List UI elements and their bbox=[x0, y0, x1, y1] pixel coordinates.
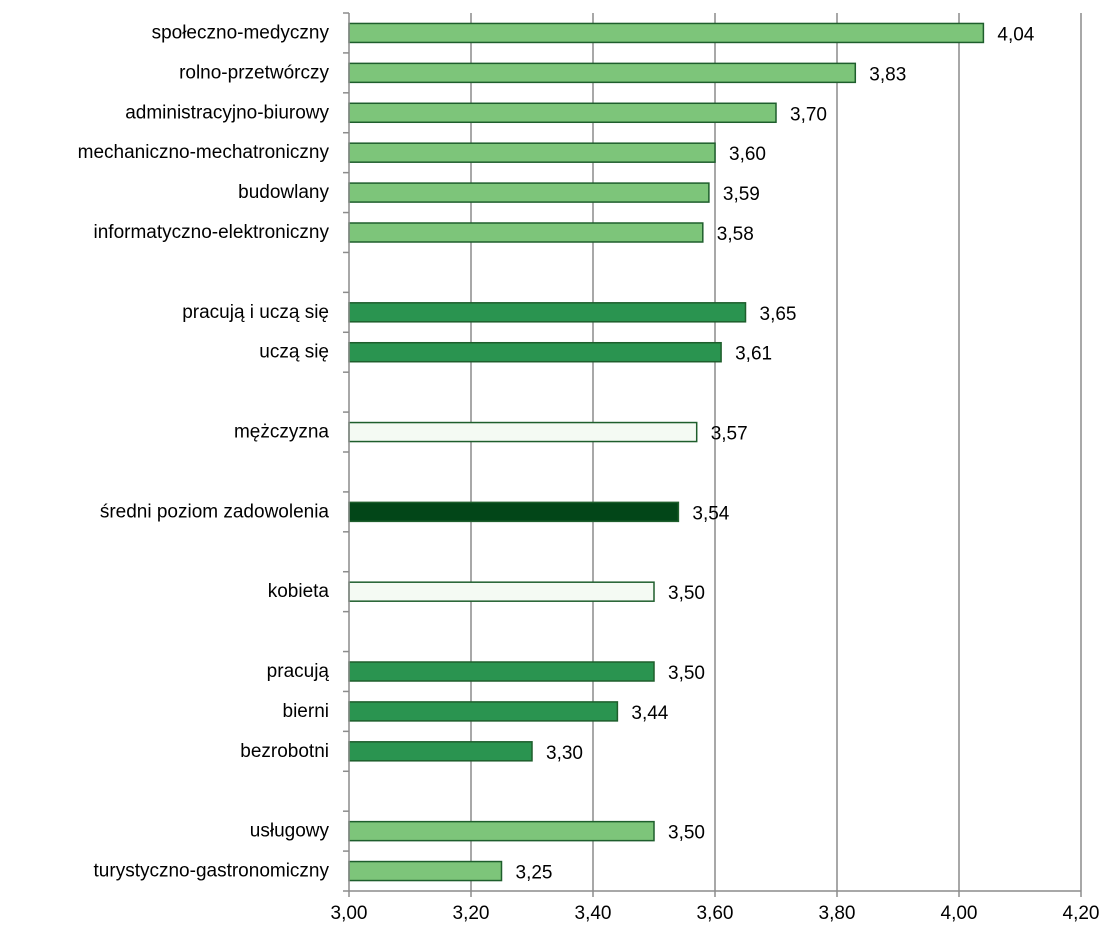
x-tick-label: 3,20 bbox=[453, 903, 490, 924]
data-label: 3,65 bbox=[760, 304, 797, 325]
bar bbox=[348, 102, 777, 124]
bar bbox=[348, 142, 716, 163]
data-label: 3,61 bbox=[735, 344, 772, 365]
data-label: 3,59 bbox=[723, 184, 760, 205]
data-label: 3,25 bbox=[516, 863, 553, 884]
bar bbox=[348, 62, 857, 84]
bar bbox=[348, 741, 533, 762]
bar bbox=[348, 501, 680, 523]
bar bbox=[348, 860, 503, 882]
bar bbox=[348, 341, 722, 363]
bar bbox=[348, 661, 655, 682]
data-label: 3,54 bbox=[692, 503, 729, 524]
data-label: 3,58 bbox=[717, 224, 754, 245]
bar bbox=[348, 421, 698, 443]
category-label: mechaniczno-mechatroniczny bbox=[78, 142, 330, 163]
data-label: 3,50 bbox=[668, 663, 705, 684]
data-label: 3,50 bbox=[668, 583, 705, 604]
bar bbox=[348, 581, 655, 602]
data-label: 4,04 bbox=[997, 24, 1034, 45]
data-label: 3,83 bbox=[869, 64, 906, 85]
bar bbox=[348, 701, 619, 722]
data-label: 3,30 bbox=[546, 743, 583, 764]
x-tick-label: 3,80 bbox=[819, 903, 856, 924]
category-label: średni poziom zadowolenia bbox=[100, 501, 330, 522]
bar bbox=[348, 182, 710, 203]
category-label: społeczno-medyczny bbox=[152, 22, 330, 43]
x-tick-label: 4,00 bbox=[941, 903, 978, 924]
category-label: rolno-przetwórczy bbox=[179, 62, 329, 83]
labels: społeczno-medyczny 4,04 rolno-przetwórczy 3… bbox=[78, 22, 1100, 924]
data-label: 3,57 bbox=[711, 424, 748, 445]
x-tick-label: 3,40 bbox=[575, 903, 612, 924]
category-label: kobieta bbox=[268, 581, 330, 602]
x-tick-label: 4,20 bbox=[1063, 903, 1100, 924]
category-label: uczą się bbox=[259, 342, 329, 363]
category-label: budowlany bbox=[238, 182, 329, 203]
x-tick-label: 3,00 bbox=[331, 903, 368, 924]
bars bbox=[348, 22, 985, 882]
bar bbox=[348, 820, 655, 842]
category-label: administracyjno-biurowy bbox=[125, 102, 329, 123]
category-label: mężczyzna bbox=[234, 422, 329, 443]
category-label: bezrobotni bbox=[240, 741, 329, 762]
axes bbox=[343, 12, 1082, 897]
x-tick-label: 3,60 bbox=[697, 903, 734, 924]
category-label: informatyczno-elektroniczny bbox=[94, 222, 330, 243]
bar bbox=[348, 222, 704, 243]
data-label: 3,50 bbox=[668, 823, 705, 844]
data-label: 3,44 bbox=[631, 703, 668, 724]
category-label: bierni bbox=[283, 701, 329, 722]
bar bbox=[348, 302, 747, 323]
data-label: 3,60 bbox=[729, 144, 766, 165]
bar bbox=[348, 22, 985, 44]
category-label: turystyczno-gastronomiczny bbox=[94, 861, 330, 882]
category-label: usługowy bbox=[250, 821, 330, 842]
category-label: pracują bbox=[267, 661, 330, 682]
category-label: pracują i uczą się bbox=[182, 302, 329, 323]
data-label: 3,70 bbox=[790, 104, 827, 125]
